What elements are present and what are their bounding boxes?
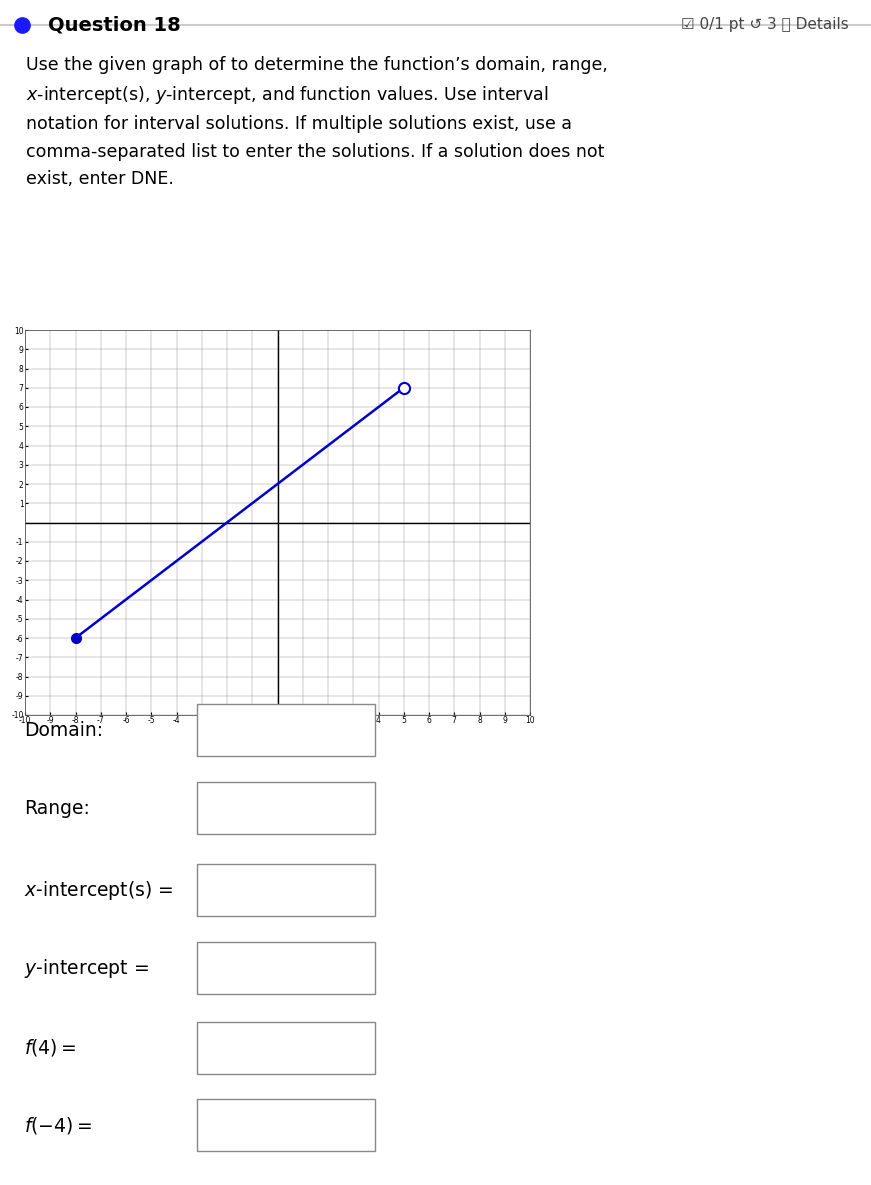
FancyBboxPatch shape <box>197 1021 375 1074</box>
Text: Domain:: Domain: <box>24 720 104 739</box>
Text: $f(-4) =$: $f(-4) =$ <box>24 1115 92 1135</box>
Text: Question 18: Question 18 <box>48 15 180 34</box>
FancyBboxPatch shape <box>197 1098 375 1151</box>
FancyBboxPatch shape <box>197 864 375 916</box>
FancyBboxPatch shape <box>197 782 375 834</box>
Text: $f(4) =$: $f(4) =$ <box>24 1038 77 1058</box>
Text: Range:: Range: <box>24 799 91 818</box>
FancyBboxPatch shape <box>197 704 375 756</box>
FancyBboxPatch shape <box>197 942 375 994</box>
Text: ☑ 0/1 pt ↺ 3 ⓘ Details: ☑ 0/1 pt ↺ 3 ⓘ Details <box>681 18 849 32</box>
Text: $x$-intercept(s) =: $x$-intercept(s) = <box>24 878 173 902</box>
Text: $y$-intercept =: $y$-intercept = <box>24 956 149 980</box>
Text: Use the given graph of to determine the function’s domain, range,
$x$-intercept(: Use the given graph of to determine the … <box>26 56 608 187</box>
